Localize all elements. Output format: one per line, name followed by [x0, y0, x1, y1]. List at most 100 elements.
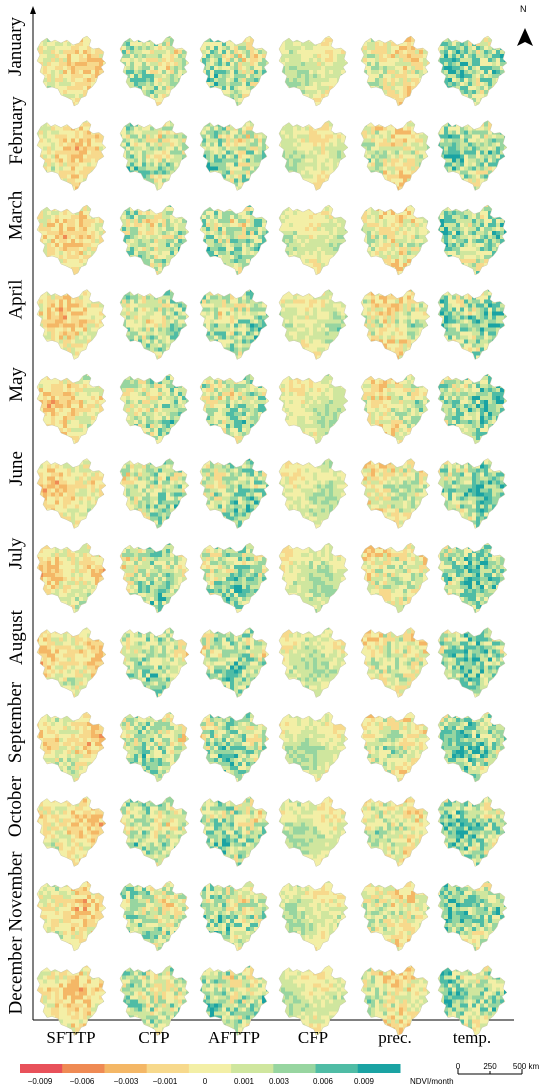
- map-panel-february-CTP: [119, 120, 190, 191]
- legend-swatch: [273, 1064, 317, 1073]
- map-panel-august-temp.: [437, 627, 508, 698]
- map-panel-january-CFP: [278, 35, 349, 107]
- map-panel-march-CTP: [119, 204, 190, 276]
- map-panel-july-SFTTP: [36, 542, 107, 614]
- legend-tick-label: 0: [203, 1077, 207, 1086]
- map-panel-may-SFTTP: [36, 373, 107, 445]
- map-panel-april-CTP: [119, 289, 190, 360]
- map-panel-may-temp.: [437, 373, 508, 445]
- map-panel-june-CFP: [278, 458, 349, 529]
- row-label-june: June: [2, 431, 30, 507]
- row-label-march: March: [2, 177, 30, 253]
- north-arrow-icon: [517, 28, 533, 46]
- column-label-0: SFTTP: [46, 1028, 95, 1048]
- row-label-december: December: [2, 936, 30, 1014]
- map-panel-january-SFTTP: [36, 35, 107, 107]
- map-panel-march-AFTTP: [199, 204, 270, 276]
- row-label-text: March: [6, 190, 27, 240]
- map-panel-june-AFTTP: [199, 458, 270, 529]
- legend-colorbar: [20, 1064, 401, 1073]
- row-label-text: May: [6, 367, 27, 402]
- legend-swatch: [20, 1064, 63, 1073]
- legend-swatch: [357, 1064, 401, 1073]
- map-panel-may-prec.: [360, 373, 431, 445]
- map-panel-october-AFTTP: [199, 796, 270, 867]
- legend-tick-label: −0.009: [28, 1077, 53, 1086]
- legend-tick-label: 0.001: [234, 1077, 254, 1086]
- row-label-text: January: [6, 16, 27, 75]
- map-panel-april-CFP: [278, 289, 349, 360]
- map-panel-february-AFTTP: [199, 120, 270, 191]
- row-label-april: April: [2, 262, 30, 338]
- column-label-4: prec.: [378, 1028, 412, 1048]
- column-label-5: temp.: [453, 1028, 491, 1048]
- column-label-2: AFTTP: [208, 1028, 260, 1048]
- scale-bar: [457, 1069, 523, 1075]
- map-panel-february-temp.: [437, 120, 508, 191]
- row-label-text: April: [6, 279, 27, 319]
- map-panel-march-prec.: [360, 204, 431, 276]
- row-label-text: December: [6, 936, 27, 1014]
- map-panel-august-CTP: [119, 627, 190, 698]
- map-panel-october-SFTTP: [36, 796, 107, 867]
- map-panel-september-temp.: [437, 711, 508, 783]
- row-label-october: October: [2, 769, 30, 845]
- map-panel-may-AFTTP: [199, 373, 270, 445]
- map-panel-july-CTP: [119, 542, 190, 614]
- row-label-text: November: [6, 851, 27, 931]
- map-panel-may-CFP: [278, 373, 349, 445]
- legend-tick-label: −0.003: [114, 1077, 139, 1086]
- row-label-july: July: [2, 515, 30, 591]
- map-panel-september-CTP: [119, 711, 190, 783]
- legend-tick-label: −0.006: [70, 1077, 95, 1086]
- legend-unit: NDVI/month: [410, 1077, 454, 1086]
- map-panel-october-CFP: [278, 796, 349, 867]
- legend-tick-label: 0.009: [354, 1077, 374, 1086]
- row-label-text: July: [6, 537, 27, 569]
- map-panel-january-temp.: [437, 35, 508, 107]
- map-panel-november-SFTTP: [36, 880, 107, 952]
- map-panel-november-prec.: [360, 880, 431, 952]
- map-panel-september-AFTTP: [199, 711, 270, 783]
- row-label-text: September: [6, 681, 27, 762]
- legend-tick-label: 0.006: [313, 1077, 333, 1086]
- row-label-november: November: [2, 851, 30, 931]
- map-panel-august-AFTTP: [199, 627, 270, 698]
- map-panel-october-CTP: [119, 796, 190, 867]
- scalebar-label-0: 0: [456, 1062, 460, 1071]
- map-panel-september-CFP: [278, 711, 349, 783]
- map-panel-may-CTP: [119, 373, 190, 445]
- scalebar-label-250: 250: [483, 1062, 496, 1071]
- map-panel-march-temp.: [437, 204, 508, 276]
- map-panel-august-SFTTP: [36, 627, 107, 698]
- legend-swatch: [62, 1064, 105, 1073]
- legend-tick-label: −0.001: [153, 1077, 178, 1086]
- map-panel-april-prec.: [360, 289, 431, 360]
- map-panel-october-prec.: [360, 796, 431, 867]
- map-panel-march-SFTTP: [36, 204, 107, 276]
- map-panel-november-CFP: [278, 880, 349, 952]
- row-label-september: September: [2, 681, 30, 762]
- map-panel-june-temp.: [437, 458, 508, 529]
- map-panel-october-temp.: [437, 796, 508, 867]
- map-panel-february-CFP: [278, 120, 349, 191]
- scalebar-label-500: 500 km: [513, 1062, 539, 1071]
- legend-swatch: [146, 1064, 190, 1073]
- map-panel-april-SFTTP: [36, 289, 107, 360]
- map-panel-july-CFP: [278, 542, 349, 614]
- map-panel-august-CFP: [278, 627, 349, 698]
- map-panel-june-prec.: [360, 458, 431, 529]
- map-panel-november-CTP: [119, 880, 190, 952]
- map-panel-january-AFTTP: [199, 35, 270, 107]
- legend-swatch: [188, 1064, 232, 1073]
- row-label-text: August: [6, 610, 27, 665]
- map-panel-september-SFTTP: [36, 711, 107, 783]
- map-panel-july-temp.: [437, 542, 508, 614]
- map-panel-february-prec.: [360, 120, 431, 191]
- map-panel-march-CFP: [278, 204, 349, 276]
- column-label-3: CFP: [298, 1028, 328, 1048]
- map-panel-january-CTP: [119, 35, 190, 107]
- row-label-august: August: [2, 600, 30, 676]
- row-label-text: February: [6, 96, 27, 165]
